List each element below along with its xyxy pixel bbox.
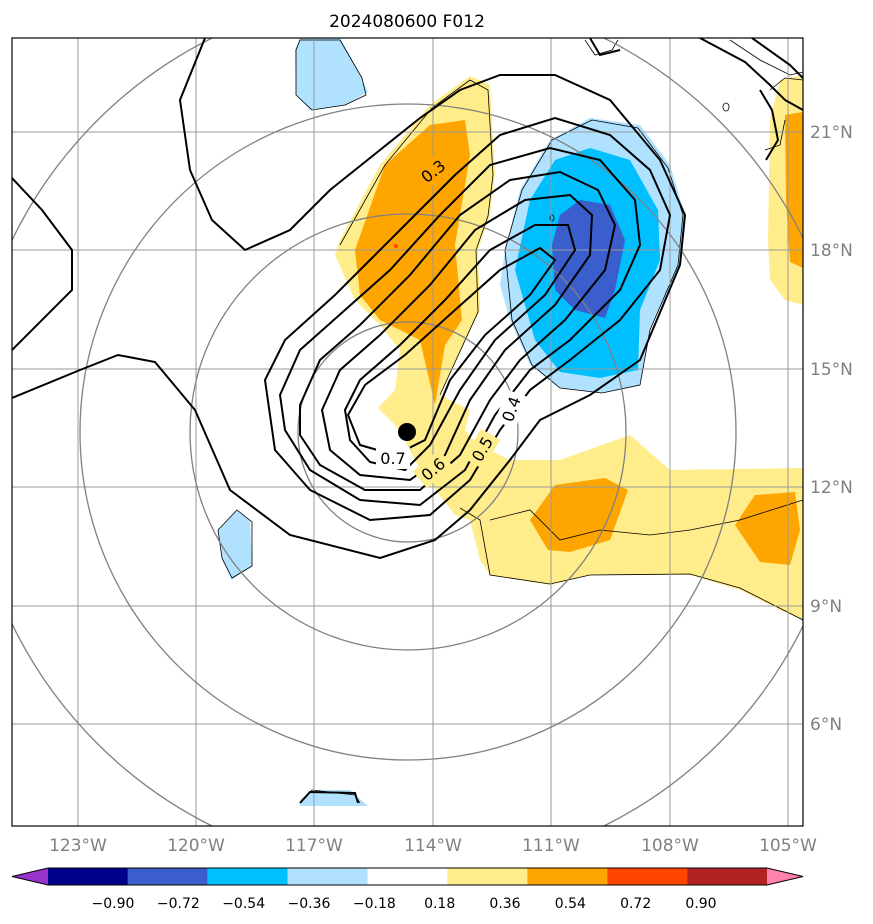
lon-label: 117°W [285,836,343,856]
colorbar-tick-label: −0.54 [222,896,265,912]
colorbar-extend-low [12,868,48,885]
positive-core-east-low [735,492,800,565]
negative-band-west [218,510,252,580]
colorbar-segment [367,868,448,885]
tiny-positive-dot [394,244,398,248]
colorbar-segment [287,868,368,885]
lon-label: 120°W [167,836,225,856]
map-panel [12,38,803,826]
lon-label: 105°W [759,836,817,856]
colorbar-tick-label: 0.36 [489,896,520,912]
negative-band-south [300,790,368,806]
colorbar-segment [48,868,128,885]
colorbar-tick-label: 0.90 [685,896,716,912]
positive-core-north [355,120,470,405]
colorbar-tick-label: −0.72 [157,896,200,912]
lon-labels: 123°W 120°W 117°W 114°W 111°W 108°W 105°… [49,836,817,856]
lat-labels: 21°N 18°N 15°N 12°N 9°N 6°N [810,123,853,735]
map-frame [11,37,804,827]
lat-label: 21°N [810,123,853,143]
lon-label: 123°W [49,836,107,856]
lon-label: 108°W [641,836,699,856]
positive-core-south [530,478,628,552]
contour-label-07: 0.7 [380,449,405,468]
colorbar-segment [687,868,767,885]
shading-positive-orange [355,112,803,565]
colorbar-tick-label: 0.54 [555,896,586,912]
lat-label: 9°N [810,597,842,617]
colorbar-tick-label: −0.18 [353,896,396,912]
negative-band-north [295,38,368,110]
colorbar-segment [207,868,288,885]
lat-label: 12°N [810,478,853,498]
colorbar-segment [527,868,608,885]
colorbar-tick-label: 0.72 [620,896,651,912]
colorbar-tick-label: 0.18 [424,896,455,912]
range-rings [12,38,803,826]
colorbar-segment [447,868,528,885]
lat-label: 15°N [810,360,853,380]
lon-label: 114°W [404,836,462,856]
colorbar: −0.90 −0.72 −0.54 −0.36 −0.18 0.18 0.36 0.54 0.7… [11,867,804,912]
lat-label: 18°N [810,241,853,261]
colorbar-outline [11,867,804,886]
lat-label: 6°N [810,715,842,735]
lon-label: 111°W [522,836,580,856]
chart-title: 2024080600 F012 [329,12,485,32]
colorbar-segment [607,868,688,885]
coastlines [217,39,803,804]
colorbar-segment [127,868,208,885]
colorbar-tick-label: −0.36 [288,896,331,912]
storm-center-marker [398,423,416,441]
colorbar-tick-label: −0.90 [92,896,135,912]
colorbar-extend-high [767,868,803,885]
